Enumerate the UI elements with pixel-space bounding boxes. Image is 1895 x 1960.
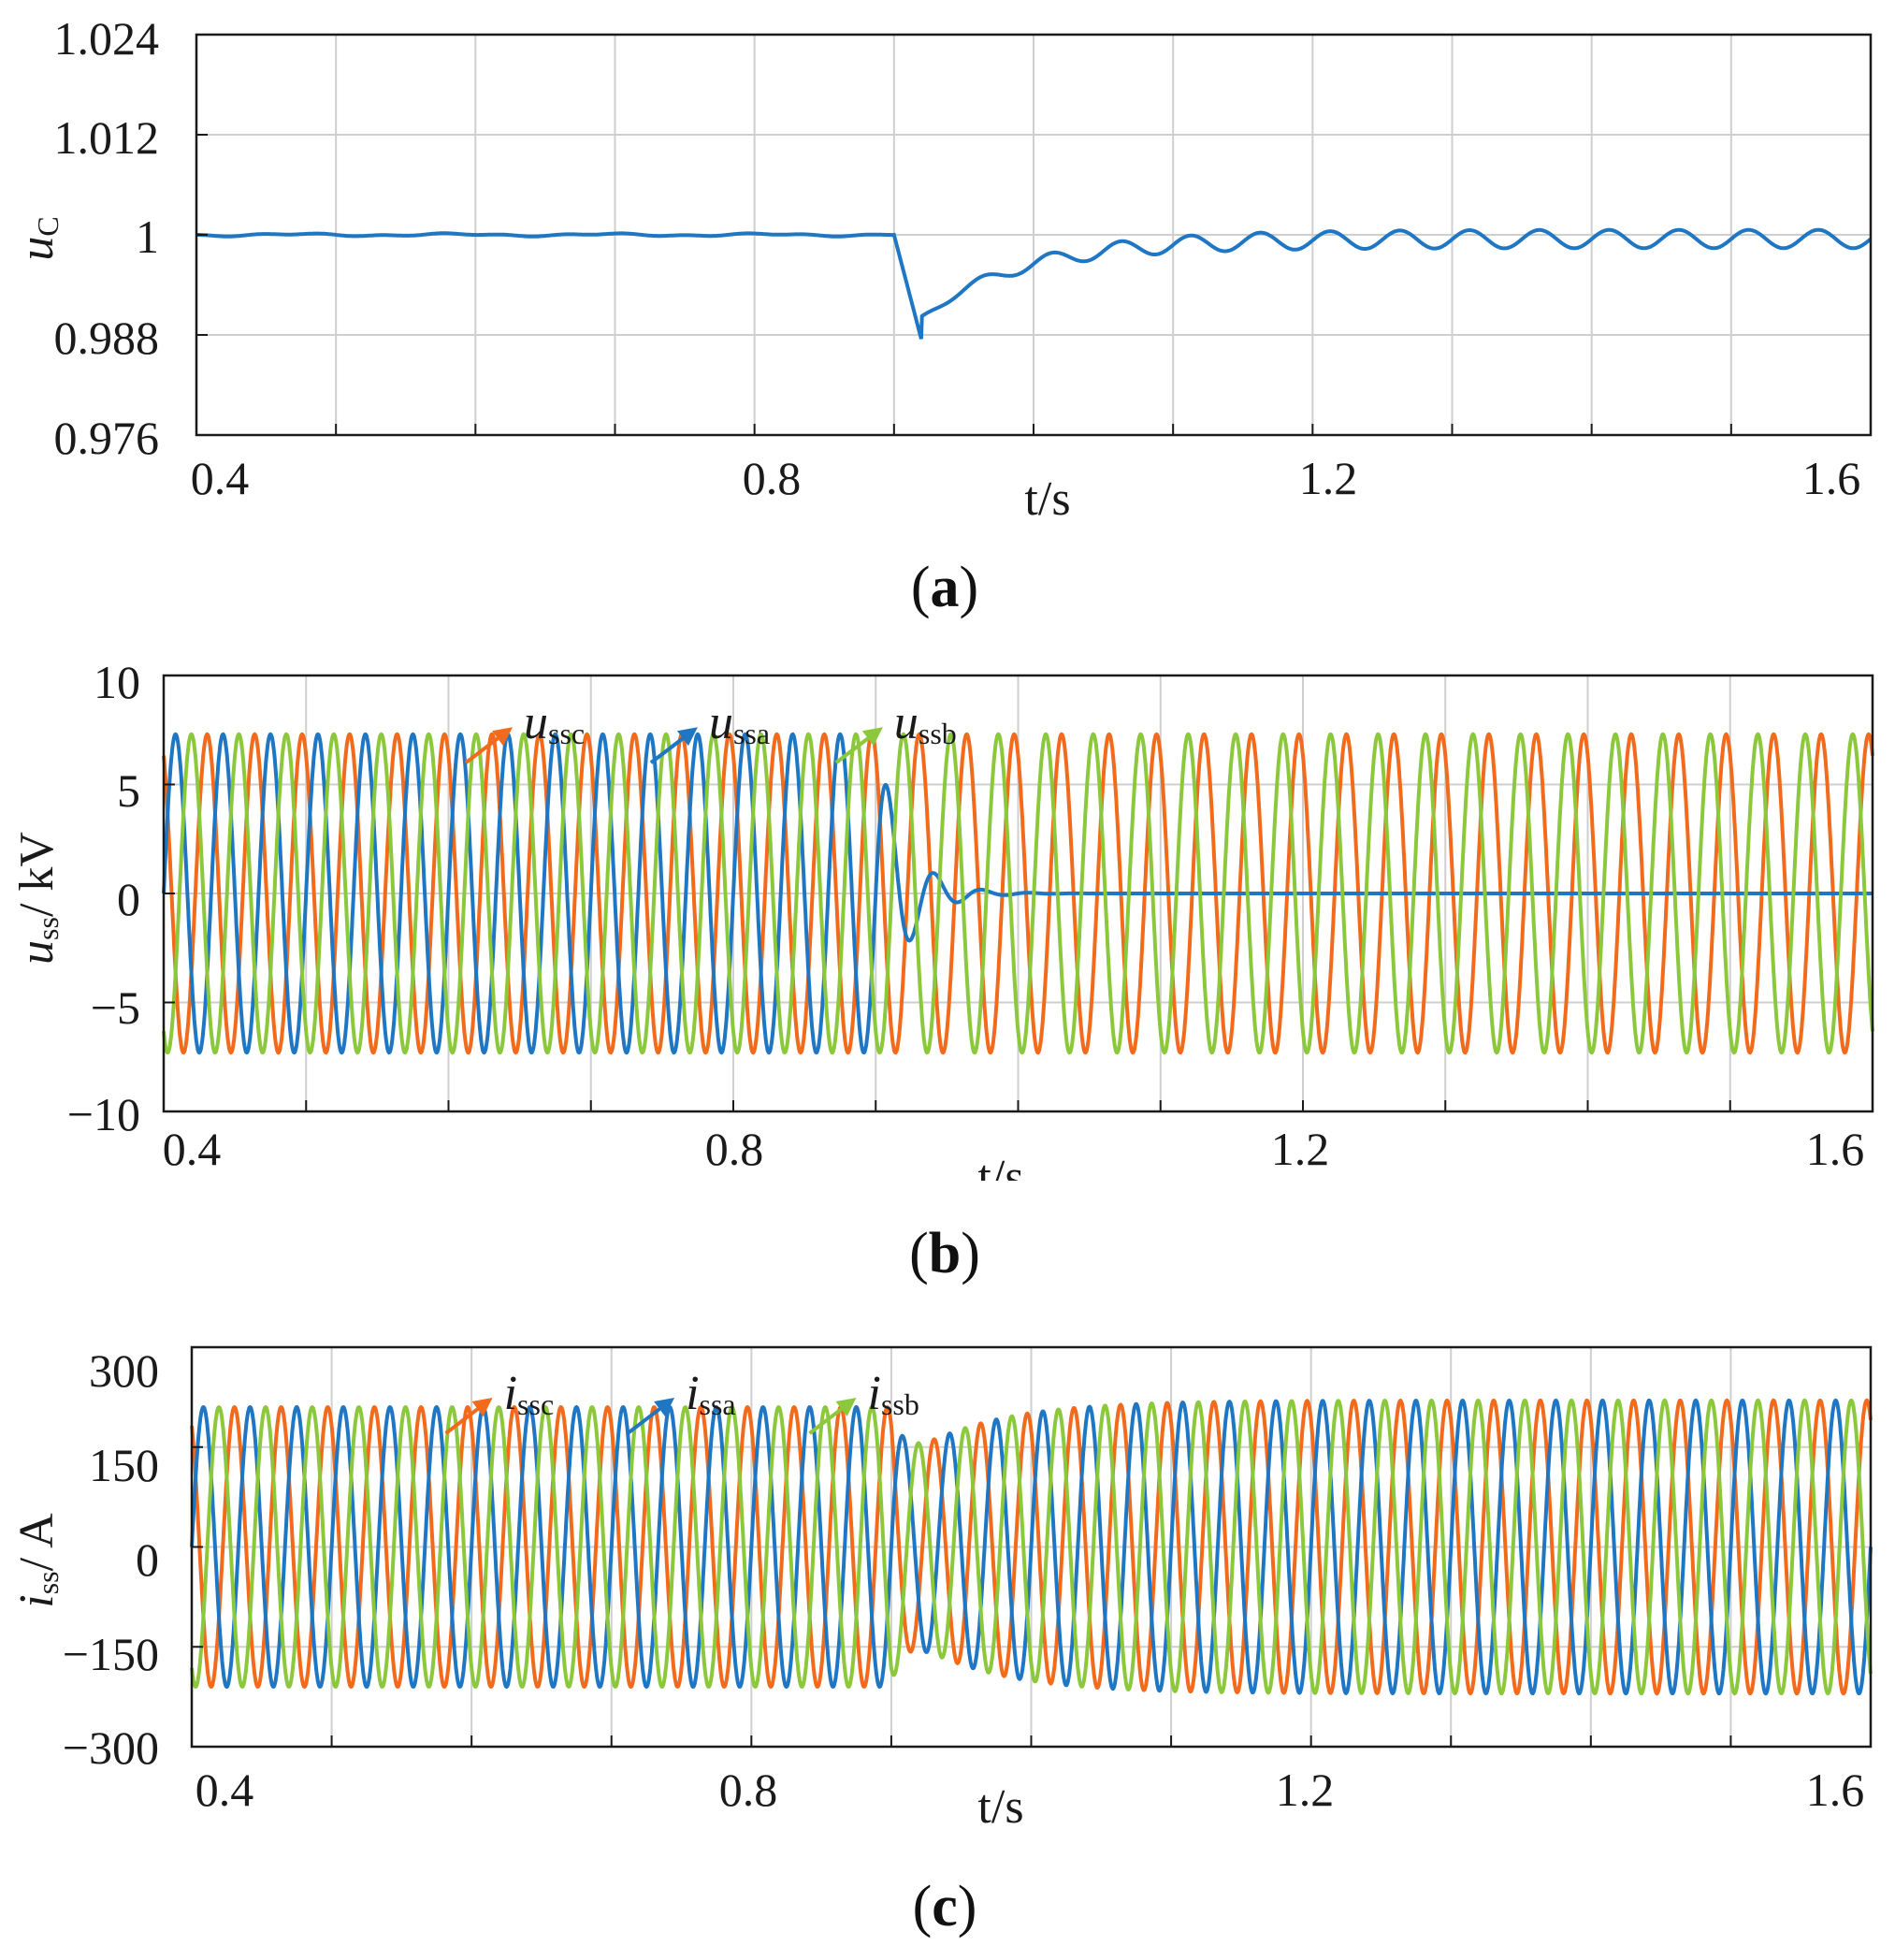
y-tick-label: 1.012 xyxy=(54,111,160,164)
annotation-label-sub: ssa xyxy=(700,1387,736,1421)
x-tick-label: 0.8 xyxy=(743,452,802,504)
y-axis-label: uss/ kV xyxy=(10,832,65,965)
y-tick-label: −300 xyxy=(63,1721,159,1774)
annotation-label: issb xyxy=(868,1367,919,1421)
annotations-c: issc issa issb xyxy=(444,1367,919,1435)
annotation-label-main: i xyxy=(686,1367,699,1420)
annotation-label: ussc xyxy=(524,696,585,750)
x-axis-label: t/s xyxy=(1024,472,1070,526)
annotation-ussb: ussb xyxy=(834,696,957,764)
label-mask-b xyxy=(842,1181,1122,1218)
annotation-label: issa xyxy=(686,1367,736,1421)
x-tick-label: 0.8 xyxy=(719,1764,778,1816)
annotation-arrow-head xyxy=(676,727,698,747)
annotations-b: ussc ussa ussb xyxy=(464,696,957,764)
annotation-label: ussa xyxy=(709,696,770,750)
annotation-issa: issa xyxy=(626,1367,736,1435)
series-c xyxy=(190,1398,1873,1696)
series-line-issc xyxy=(190,1398,1873,1696)
annotation-label: ussb xyxy=(894,696,957,750)
annotation-label-sub: ssb xyxy=(919,717,957,750)
series-line-issa xyxy=(190,1398,1873,1696)
panel-label-b: (b) xyxy=(909,1222,980,1285)
annotation-label-sub: ssc xyxy=(548,717,585,750)
y-tick-label: 300 xyxy=(89,1344,159,1397)
chart-panel-a: 0.4 0.8 1.2 1.6 1.024 1.012 1 0.988 0.97… xyxy=(10,12,1873,619)
y-tick-label: 10 xyxy=(94,656,140,708)
y-tick-label: 0.988 xyxy=(54,312,160,364)
chart-panel-c: issc issa issb 0.4 0.8 1.2 1.6 300 150 0 −… xyxy=(10,1344,1873,1938)
panel-label-c: (c) xyxy=(913,1875,977,1938)
annotation-label-main: u xyxy=(709,696,733,749)
series-line-uC xyxy=(196,227,1873,340)
series-line-issb xyxy=(190,1398,1873,1696)
y-tick-label: −5 xyxy=(91,981,140,1034)
annotation-label: issc xyxy=(504,1367,555,1421)
series-b xyxy=(162,732,1874,1055)
y-axis-label-main: u xyxy=(10,237,64,261)
x-tick-label: 1.6 xyxy=(1802,452,1861,504)
y-axis-label-sub: ss xyxy=(31,1571,65,1594)
annotation-label-main: u xyxy=(894,696,919,749)
y-axis-label: uC xyxy=(10,216,65,260)
x-tick-label: 1.6 xyxy=(1806,1764,1865,1816)
x-tick-label: 0.4 xyxy=(195,1764,254,1816)
y-axis-label-sub: ss xyxy=(31,917,65,940)
y-axis-label-unit: / A xyxy=(10,1513,64,1572)
chart-panel-b: ussc ussa ussb 0.4 0.8 1.2 1.6 10 5 0 −5 −… xyxy=(10,656,1874,1285)
y-tick-label: 5 xyxy=(117,764,140,817)
x-tick-label: 1.6 xyxy=(1806,1123,1865,1175)
annotation-arrow-head xyxy=(835,1398,857,1417)
x-axis-label: t/s xyxy=(977,1780,1023,1834)
annotation-arrow-head xyxy=(861,727,883,747)
series-line-ussb xyxy=(162,732,1874,1055)
x-tick-label: 0.4 xyxy=(163,1123,222,1175)
y-axis-label-main: u xyxy=(10,940,64,965)
x-tick-label: 0.4 xyxy=(191,452,250,504)
annotation-arrow-head xyxy=(492,727,514,747)
y-tick-label: 1.024 xyxy=(54,12,160,65)
annotation-label-sub: ssc xyxy=(517,1387,554,1421)
x-tick-label: 1.2 xyxy=(1271,1123,1330,1175)
annotation-label-main: u xyxy=(524,696,548,749)
annotation-label-main: i xyxy=(868,1367,881,1420)
annotation-issc: issc xyxy=(444,1367,555,1435)
annotation-ussa: ussa xyxy=(649,696,770,764)
y-tick-label: −10 xyxy=(67,1088,140,1140)
annotation-arrow-head xyxy=(654,1398,675,1417)
series-line-ussa xyxy=(162,732,1873,1055)
y-tick-label: −150 xyxy=(63,1628,159,1680)
y-axis-label: iss/ A xyxy=(10,1513,65,1608)
annotation-issb: issb xyxy=(808,1367,919,1435)
y-tick-label: 0 xyxy=(117,873,140,925)
series-a xyxy=(196,227,1873,340)
y-axis-label-sub: C xyxy=(31,216,65,236)
annotation-label-sub: ssb xyxy=(881,1387,919,1421)
annotation-ussc: ussc xyxy=(464,696,585,764)
y-axis-label-main: i xyxy=(10,1594,64,1607)
x-tick-label: 1.2 xyxy=(1299,452,1358,504)
y-tick-label: 0 xyxy=(136,1533,159,1586)
panel-label-a: (a) xyxy=(911,556,978,619)
annotation-label-main: i xyxy=(504,1367,517,1420)
ticks-c xyxy=(192,1346,1732,1748)
series-line-ussc xyxy=(162,732,1874,1055)
ticks-b xyxy=(164,675,1731,1112)
annotation-label-sub: ssa xyxy=(733,717,770,750)
y-tick-label: 150 xyxy=(89,1439,159,1491)
y-axis-label-unit: / kV xyxy=(10,832,64,917)
x-tick-label: 0.8 xyxy=(705,1123,764,1175)
y-tick-label: 0.976 xyxy=(54,412,160,464)
y-tick-label: 1 xyxy=(136,211,159,263)
grid-a xyxy=(196,35,1871,435)
annotation-arrow-head xyxy=(471,1398,493,1417)
ticks-a xyxy=(196,34,1732,436)
x-tick-label: 1.2 xyxy=(1276,1764,1335,1816)
